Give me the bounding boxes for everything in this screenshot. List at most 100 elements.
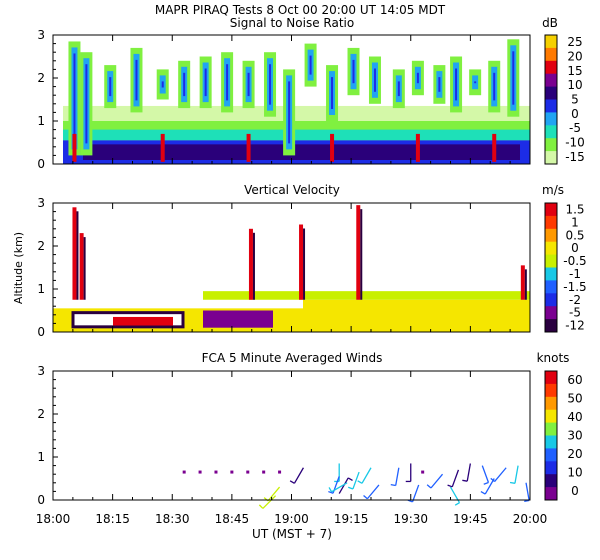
colorbar-swatch [545,435,557,449]
wind-barb [494,467,507,482]
colorbar-label: 50 [567,392,582,406]
wind-barb-flag [390,483,396,487]
calm-wind-point [230,470,234,474]
y-tick-label: 0 [37,325,45,339]
wind-barb [451,469,460,488]
figure-title: MAPR PIRAQ Tests 8 Oct 00 20:00 UT 14:05… [155,3,446,17]
snr-plume-center [352,59,355,84]
wind-barb-flag [347,477,353,482]
x-tick-label: 19:00 [274,512,309,526]
snr-plume-center [135,59,138,101]
snr-plume-center [85,64,88,144]
wind-barb-flag [483,481,489,485]
snr-plume-center [309,55,312,75]
x-tick-label: 19:45 [453,512,488,526]
wind-barb [411,484,420,503]
wind-barb [514,465,519,484]
colorbar-swatch [545,487,557,501]
wind-barb [361,467,372,484]
colorbar-label: 5 [571,93,579,107]
wind-barb-flag [454,502,460,506]
snr-unit: dB [542,16,558,30]
velocity-column-edge [76,211,79,300]
winds-unit: knots [537,351,570,365]
snr-plume-center [493,72,496,101]
velocity-column-edge [524,269,527,300]
wind-barb-flag [328,487,333,493]
colorbar-label: 25 [567,35,582,49]
snr-plume-center [109,77,112,97]
snr-red-streak [72,133,77,162]
y-tick-label: 2 [37,239,45,253]
colorbar-label: -5 [569,306,581,320]
colorbar-swatch [545,461,557,475]
colorbar-label: -2 [569,293,581,307]
colorbar-label: 60 [567,373,582,387]
colorbar-swatch [545,396,557,411]
colorbar-swatch [545,86,557,100]
colorbar-label: 30 [567,429,582,443]
calm-wind-point [421,470,425,474]
colorbar-label: 20 [567,447,582,461]
wind-barb [484,478,495,495]
velocity-red-cell [113,316,173,326]
x-tick-label: 18:30 [155,512,190,526]
colorbar-swatch [545,151,557,165]
colorbar-swatch [545,228,557,243]
y-tick-label: 1 [37,282,45,296]
x-tick-label: 19:30 [393,512,428,526]
winds-title: FCA 5 Minute Averaged Winds [202,351,383,365]
colorbar-frame [544,202,558,333]
colorbar-swatch [545,73,557,88]
wind-barb [466,463,472,482]
colorbar-label: 0 [571,241,579,255]
snr-title: Signal to Noise Ratio [230,16,354,30]
colorbar-swatch [545,448,557,462]
y-tick-label: 2 [37,71,45,85]
snr-plume-center [331,77,334,109]
colorbar-swatch [545,47,557,62]
colorbar-label: -15 [565,150,585,164]
x-tick-label: 18:45 [215,512,250,526]
wind-barb-flag [289,480,295,484]
snr-plume-center [204,68,207,97]
x-tick-label: 20:00 [513,512,548,526]
colorbar-swatch [545,319,557,333]
colorbar-label: -5 [569,121,581,135]
x-axis-label: UT (MST + 7) [252,527,332,541]
snr-red-streak [330,133,335,162]
colorbar-swatch [545,99,557,113]
colorbar-label: -1.5 [563,280,586,294]
snr-plume-center [247,72,250,97]
snr-plume-center [183,72,186,97]
colorbar-swatch [545,203,557,217]
colorbar-swatch [545,293,557,307]
colorbar-label: 15 [567,64,582,78]
snr-base-core [83,144,520,160]
wind-barb-flag [328,490,334,494]
y-tick-label: 2 [37,407,45,421]
colorbar-swatch [545,383,557,398]
velocity-column [520,265,525,300]
y-tick-label: 0 [37,157,45,171]
snr-plume-center [269,64,272,105]
velocity-column-edge [252,232,255,300]
velocity-column-edge [360,209,363,300]
colorbar-swatch [545,241,557,256]
winds-plot-area [182,463,530,509]
wind-barb [395,467,400,486]
y-tick-label: 3 [37,364,45,378]
velocity-title: Vertical Velocity [244,183,340,197]
snr-plume-center [373,68,376,92]
y-tick-label: 0 [37,493,45,507]
y-tick-label: 1 [37,114,45,128]
snr-plume-center [416,72,419,84]
colorbar-swatch [545,125,557,139]
colorbar-swatch [545,112,557,126]
colorbar-label: 1 [571,215,579,229]
colorbar-label: 1.5 [565,202,584,216]
colorbar-swatch [545,371,557,385]
calm-wind-point [182,470,186,474]
